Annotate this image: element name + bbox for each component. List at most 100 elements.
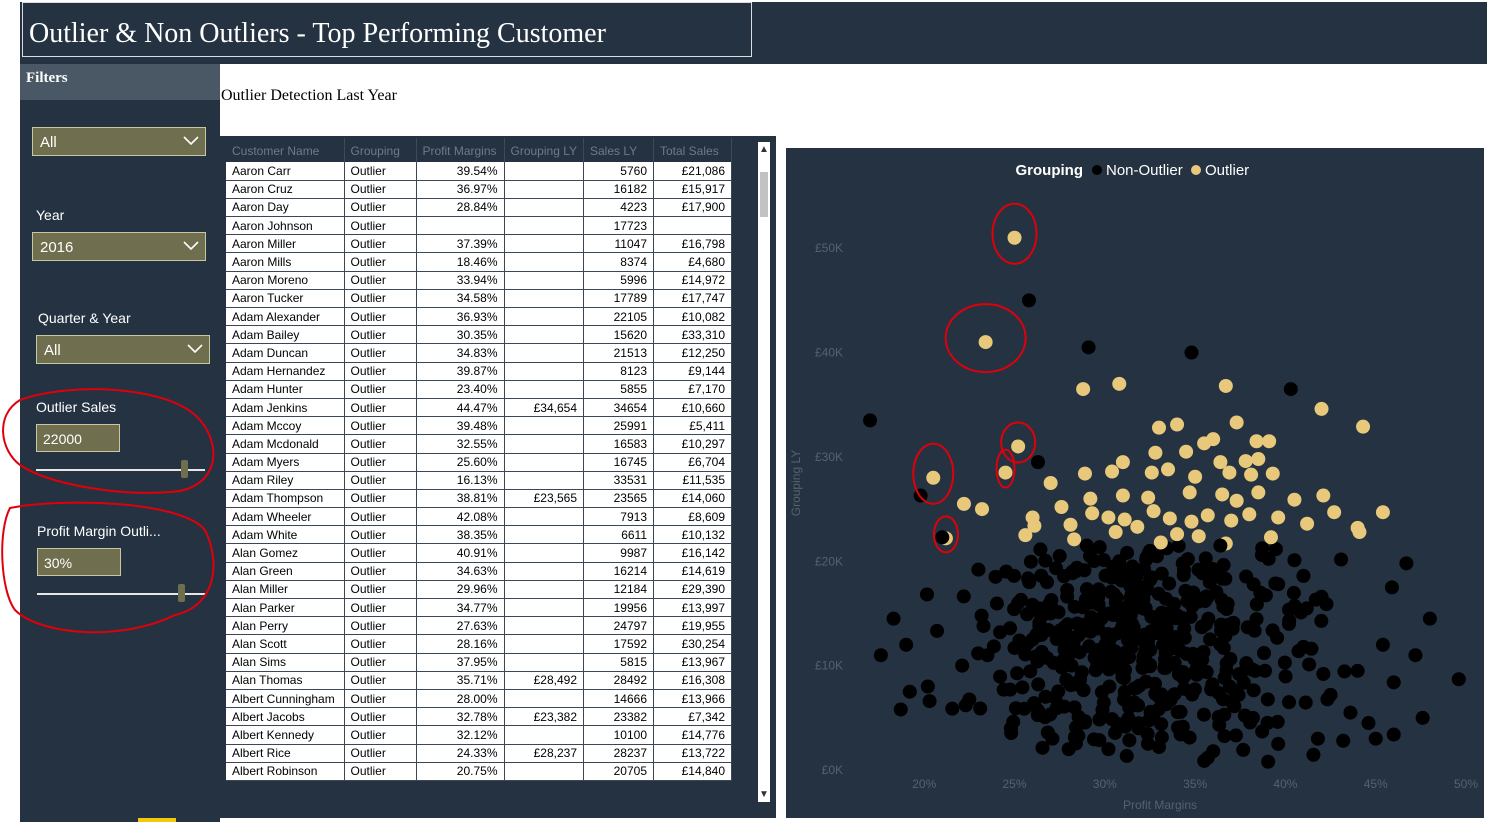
x-axis-title: Profit Margins xyxy=(1123,798,1197,812)
column-header[interactable]: Profit Margins xyxy=(416,138,505,162)
table-row[interactable]: Aaron Day Outlier 28.84% 4223 £17,900 xyxy=(226,198,732,218)
filter-dropdown-value: All xyxy=(40,134,57,151)
table-row[interactable]: Alan Parker Outlier 34.77% 19956 £13,997 xyxy=(226,598,732,618)
chart-point-non-outlier xyxy=(1217,729,1232,744)
table-row[interactable]: Albert Cunningham Outlier 28.00% 14666 £13,9… xyxy=(226,689,732,709)
chart-point-non-outlier xyxy=(1043,707,1058,722)
table-row[interactable]: Albert Jacobs Outlier 32.78% £23,382 23382 £7… xyxy=(226,707,732,727)
table-cell: 9987 xyxy=(583,543,654,563)
chart-point-outlier xyxy=(1200,508,1215,523)
table-row[interactable]: Alan Gomez Outlier 40.91% 9987 £16,142 xyxy=(226,543,732,563)
scatter-chart[interactable]: £0K £10K £20K £30K £40K £50K 20% 25% 30% 35% 40% 45… xyxy=(786,148,1484,818)
chart-point-non-outlier xyxy=(919,587,934,602)
table-cell: Outlier xyxy=(344,434,417,454)
table-cell: £10,082 xyxy=(653,307,732,327)
chart-point-non-outlier xyxy=(980,648,995,663)
table-cell: 5815 xyxy=(583,653,654,672)
chart-point-non-outlier xyxy=(1122,733,1137,748)
column-header[interactable]: Grouping xyxy=(344,138,417,162)
quarter-year-dropdown[interactable]: All xyxy=(36,335,210,364)
chart-point-non-outlier xyxy=(1131,716,1146,731)
table-row[interactable]: Adam Mccoy Outlier 39.48% 25991 £5,411 xyxy=(226,416,732,436)
column-header[interactable]: Grouping LY xyxy=(504,138,584,162)
scroll-up-icon[interactable]: ▲ xyxy=(759,144,769,155)
table-cell: 16.13% xyxy=(416,471,505,490)
scroll-thumb[interactable] xyxy=(760,172,768,217)
profit-margin-slider-handle[interactable] xyxy=(178,584,185,602)
outlier-sales-slider[interactable] xyxy=(36,469,205,471)
chart-point-non-outlier xyxy=(1106,652,1121,667)
table-row[interactable]: Adam Riley Outlier 16.13% 33531 £11,535 xyxy=(226,471,732,490)
table-row[interactable]: Adam Wheeler Outlier 42.08% 7913 £8,609 xyxy=(226,507,732,527)
scroll-down-icon[interactable]: ▼ xyxy=(759,789,769,800)
page-tab-indicator[interactable] xyxy=(138,818,176,822)
table-row[interactable]: Aaron Johnson Outlier 17723 xyxy=(226,216,732,236)
table-row[interactable]: Albert Rice Outlier 24.33% £28,237 28237 £13,… xyxy=(226,744,732,763)
filter-dropdown[interactable]: All xyxy=(32,127,206,156)
column-header[interactable]: Total Sales xyxy=(653,138,732,162)
table-cell: £17,900 xyxy=(653,198,732,218)
chart-point-non-outlier xyxy=(1007,640,1022,655)
table-row[interactable]: Adam Mcdonald Outlier 32.55% 16583 £10,297 xyxy=(226,434,732,454)
table-cell: Outlier xyxy=(344,525,417,545)
table-cell: 19956 xyxy=(583,598,654,618)
table-row[interactable]: Adam Duncan Outlier 34.83% 21513 £12,250 xyxy=(226,343,732,363)
chart-point-outlier xyxy=(1206,432,1221,447)
table-row[interactable]: Adam Bailey Outlier 30.35% 15620 £33,310 xyxy=(226,325,732,345)
table-row[interactable]: Albert Kennedy Outlier 32.12% 10100 £14,776 xyxy=(226,725,732,745)
chart-point-non-outlier xyxy=(1177,621,1192,636)
chart-point-non-outlier xyxy=(1368,731,1383,746)
chart-point-non-outlier xyxy=(1176,568,1191,583)
table-row[interactable]: Aaron Tucker Outlier 34.58% 17789 £17,747 xyxy=(226,289,732,309)
table-row[interactable]: Aaron Carr Outlier 39.54% 5760 £21,086 xyxy=(226,162,732,181)
profit-margin-slider[interactable] xyxy=(37,593,206,595)
table-cell: 35.71% xyxy=(416,671,505,690)
chart-point-outlier xyxy=(1115,455,1130,470)
table-row[interactable]: Adam Jenkins Outlier 44.47% £34,654 34654 £10… xyxy=(226,398,732,418)
table-row[interactable]: Adam Hunter Outlier 23.40% 5855 £7,170 xyxy=(226,380,732,399)
table-cell: Adam Jenkins xyxy=(226,398,345,418)
year-dropdown[interactable]: 2016 xyxy=(32,232,206,261)
table-row[interactable]: Aaron Miller Outlier 37.39% 11047 £16,798 xyxy=(226,234,732,254)
profit-margin-input[interactable]: 30% xyxy=(37,548,121,576)
chart-point-non-outlier xyxy=(1092,540,1107,555)
chart-point-non-outlier xyxy=(1198,551,1213,566)
table-row[interactable]: Adam White Outlier 38.35% 6611 £10,132 xyxy=(226,525,732,545)
table-cell: £8,609 xyxy=(653,507,732,527)
table-row[interactable]: Alan Perry Outlier 27.63% 24797 £19,955 xyxy=(226,616,732,636)
chart-point-non-outlier xyxy=(1361,716,1376,731)
table-cell: £10,297 xyxy=(653,434,732,454)
table-cell: Adam Hernandez xyxy=(226,362,345,381)
column-header[interactable]: Sales LY xyxy=(583,138,654,162)
table-row[interactable]: Aaron Cruz Outlier 36.97% 16182 £15,917 xyxy=(226,180,732,199)
table-row[interactable]: Adam Thompson Outlier 38.81% £23,565 23565 £1… xyxy=(226,489,732,509)
outlier-sales-slider-handle[interactable] xyxy=(181,460,188,478)
table-row[interactable]: Alan Sims Outlier 37.95% 5815 £13,967 xyxy=(226,653,732,672)
table-row[interactable]: Alan Miller Outlier 29.96% 12184 £29,390 xyxy=(226,580,732,600)
table-cell: 20705 xyxy=(583,762,654,781)
column-header[interactable]: Customer Name xyxy=(226,138,345,162)
table-cell: 44.47% xyxy=(416,398,505,418)
table-scrollbar[interactable]: ▲ ▼ xyxy=(758,142,770,802)
outlier-sales-input[interactable]: 22000 xyxy=(36,424,120,452)
table-row[interactable]: Alan Scott Outlier 28.16% 17592 £30,254 xyxy=(226,634,732,654)
table-cell: £4,680 xyxy=(653,252,732,272)
table-row[interactable]: Adam Alexander Outlier 36.93% 22105 £10,082 xyxy=(226,307,732,327)
table-cell: 16745 xyxy=(583,453,654,472)
chart-point-non-outlier xyxy=(1302,657,1317,672)
table-row[interactable]: Aaron Moreno Outlier 33.94% 5996 £14,972 xyxy=(226,271,732,290)
table-row[interactable]: Aaron Mills Outlier 18.46% 8374 £4,680 xyxy=(226,252,732,272)
chart-point-outlier xyxy=(1263,530,1278,545)
table-row[interactable]: Adam Myers Outlier 25.60% 16745 £6,704 xyxy=(226,453,732,472)
annotation-circle xyxy=(932,515,959,554)
table-row[interactable]: Alan Green Outlier 34.63% 16214 £14,619 xyxy=(226,562,732,581)
chart-point-non-outlier xyxy=(1060,617,1075,632)
chart-point-non-outlier xyxy=(920,679,935,694)
table-row[interactable]: Alan Thomas Outlier 35.71% £28,492 28492 £16,… xyxy=(226,671,732,690)
table-row[interactable]: Albert Robinson Outlier 20.75% 20705 £14,840 xyxy=(226,762,732,781)
chart-point-non-outlier xyxy=(1228,728,1243,743)
table-row[interactable]: Adam Hernandez Outlier 39.87% 8123 £9,144 xyxy=(226,362,732,381)
table-cell: Alan Thomas xyxy=(226,671,345,690)
chart-point-non-outlier xyxy=(1334,552,1349,567)
chart-point-outlier xyxy=(1027,518,1042,533)
